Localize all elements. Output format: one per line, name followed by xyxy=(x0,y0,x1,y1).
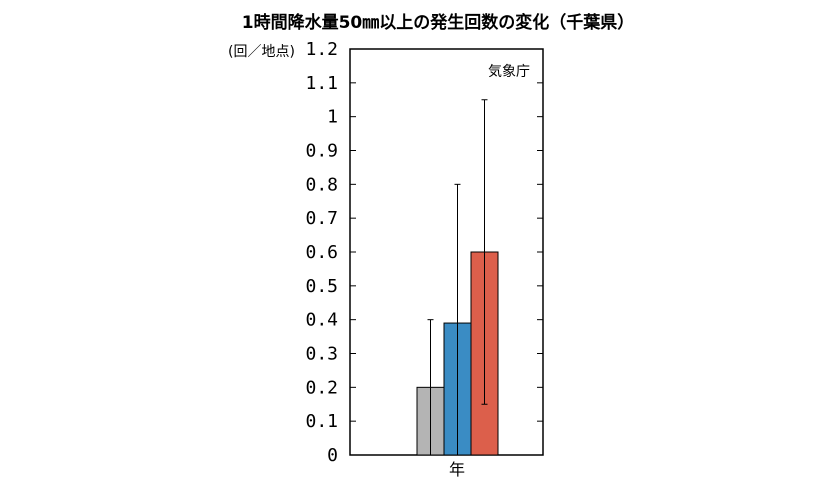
y-tick-label: 0 xyxy=(327,445,338,466)
y-tick-label: 0.1 xyxy=(305,411,338,432)
bar-group xyxy=(416,99,499,456)
y-tick-label: 0.2 xyxy=(305,377,338,398)
source-annotation: 気象庁 xyxy=(488,64,530,80)
y-tick-label: 1.2 xyxy=(305,39,338,60)
y-unit-label: (回／地点) xyxy=(228,44,295,60)
y-tick-label: 0.9 xyxy=(305,141,338,162)
y-tick-label: 1 xyxy=(327,107,338,128)
y-tick-label: 1.1 xyxy=(305,73,338,94)
x-axis-label: 年 xyxy=(449,460,465,479)
y-tick-label: 0.5 xyxy=(305,276,338,297)
y-axis: 0 0.1 0.2 0.3 0.4 0.5 0.6 0.7 0.8 0.9 1 1.1 1.2 xyxy=(305,39,543,466)
chart-title: 1時間降水量50㎜以上の発生回数の変化（千葉県） xyxy=(242,12,635,33)
y-tick-label: 0.7 xyxy=(305,208,338,229)
y-tick-label: 0.6 xyxy=(305,242,338,263)
y-tick-label: 0.3 xyxy=(305,344,338,365)
y-tick-label: 0.4 xyxy=(305,310,338,331)
y-tick-label: 0.8 xyxy=(305,174,338,195)
